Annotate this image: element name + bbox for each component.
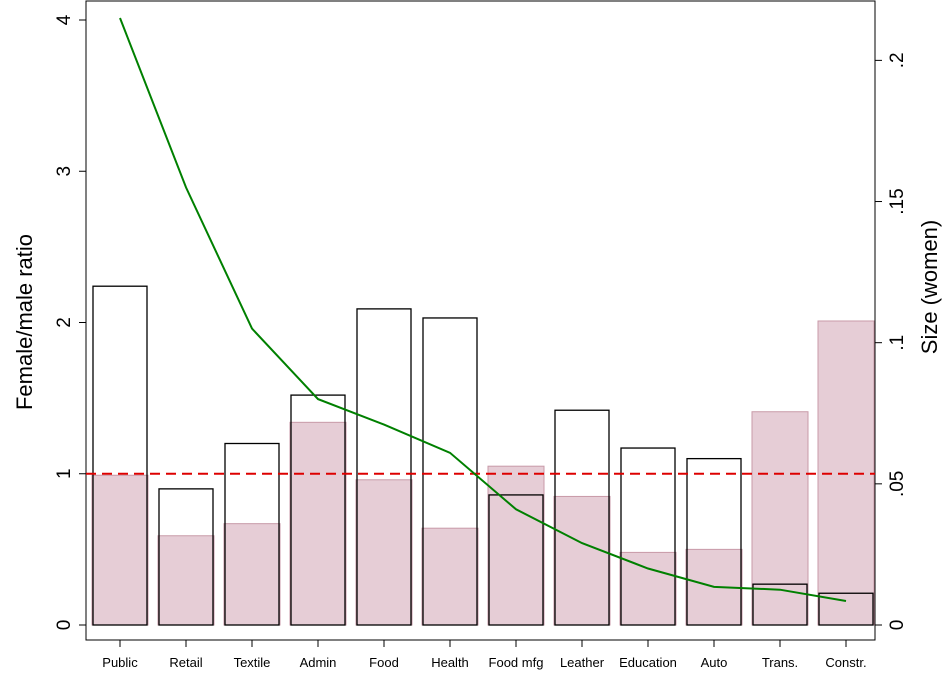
y2-axis-title: Size (women) bbox=[917, 220, 942, 354]
y2-tick-label: .2 bbox=[887, 52, 908, 68]
filled-bar bbox=[223, 523, 281, 626]
outlined-bar bbox=[92, 285, 148, 626]
outlined-bar bbox=[224, 442, 280, 626]
filled-bar bbox=[619, 551, 677, 626]
x-tick-label: Trans. bbox=[762, 655, 798, 670]
y-axis-title: Female/male ratio bbox=[12, 234, 37, 410]
filled-bar bbox=[553, 495, 611, 626]
size-line-series bbox=[119, 17, 847, 602]
x-tick-label: Admin bbox=[300, 655, 337, 670]
left-axis: 0 1 2 3 4 bbox=[54, 14, 86, 630]
filled-bar bbox=[355, 479, 413, 626]
outlined-bar bbox=[422, 317, 478, 626]
filled-bar bbox=[91, 474, 149, 626]
y2-tick-label: .05 bbox=[887, 471, 908, 497]
outlined-bar bbox=[356, 308, 412, 626]
right-axis: 0 .05 .1 .15 .2 bbox=[875, 52, 908, 630]
x-tick-label: Leather bbox=[560, 655, 605, 670]
outlined-bar bbox=[158, 488, 214, 626]
x-tick-label: Food mfg bbox=[489, 655, 544, 670]
outlined-bar bbox=[752, 583, 808, 626]
filled-bar bbox=[421, 527, 479, 626]
outlined-bar bbox=[554, 409, 610, 626]
outlined-bar bbox=[620, 447, 676, 626]
filled-bar bbox=[157, 535, 215, 626]
y2-tick-label: .15 bbox=[887, 188, 908, 214]
filled-bar bbox=[289, 421, 347, 626]
x-tick-label: Food bbox=[369, 655, 399, 670]
outlined-bar bbox=[290, 394, 346, 626]
y2-tick-label: 0 bbox=[887, 620, 908, 631]
x-tick-label: Textile bbox=[234, 655, 271, 670]
filled-bar-series bbox=[91, 320, 875, 626]
x-axis: Public Retail Textile Admin Food Health Food m… bbox=[102, 640, 867, 670]
y-tick-label: 2 bbox=[54, 317, 75, 328]
y-tick-label: 0 bbox=[54, 620, 75, 631]
y-tick-label: 4 bbox=[54, 14, 75, 25]
outlined-bar bbox=[818, 592, 874, 626]
filled-bar bbox=[487, 465, 545, 626]
x-tick-label: Education bbox=[619, 655, 677, 670]
y-tick-label: 1 bbox=[54, 468, 75, 479]
x-tick-label: Auto bbox=[701, 655, 728, 670]
outlined-bar bbox=[686, 457, 742, 626]
plot-frame bbox=[85, 0, 876, 641]
x-tick-label: Health bbox=[431, 655, 469, 670]
outlined-bar bbox=[488, 494, 544, 626]
outlined-bar-series bbox=[92, 285, 874, 626]
x-tick-label: Retail bbox=[169, 655, 202, 670]
x-tick-label: Constr. bbox=[825, 655, 866, 670]
x-tick-label: Public bbox=[102, 655, 138, 670]
y-tick-label: 3 bbox=[54, 166, 75, 177]
y2-tick-label: .1 bbox=[887, 335, 908, 351]
